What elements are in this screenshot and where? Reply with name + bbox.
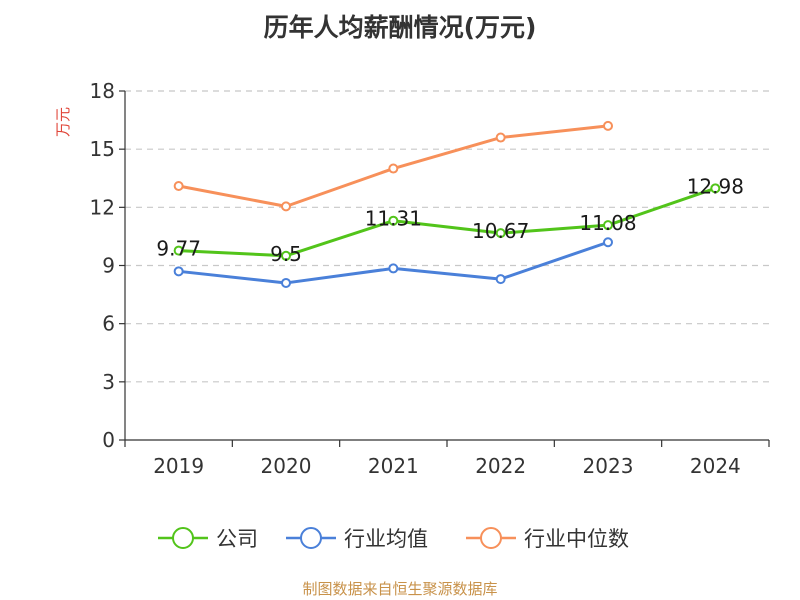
data-point — [603, 220, 613, 231]
y-tick-label: 15 — [90, 137, 115, 161]
x-tick-label: 2019 — [153, 454, 204, 478]
data-point — [281, 201, 291, 212]
data-label: 9.77 — [156, 237, 201, 261]
data-point — [173, 266, 184, 277]
series-lines — [173, 120, 721, 288]
data-point — [173, 245, 184, 256]
data-point — [495, 132, 506, 143]
series-line — [178, 240, 609, 285]
y-tick-label: 9 — [102, 254, 115, 278]
data-point — [281, 277, 291, 288]
data-point — [388, 263, 399, 274]
y-axis-title: 万元 — [54, 107, 72, 137]
x-tick-label: 2021 — [368, 454, 419, 478]
legend-item[interactable]: 行业中位数 — [466, 520, 629, 556]
data-labels: 9.77 9.5 11.31 10.67 11.08 12.98 — [156, 174, 744, 265]
legend-line-circle-icon — [466, 527, 516, 549]
legend-item[interactable]: 公司 — [158, 520, 258, 556]
data-point — [388, 215, 399, 226]
legend-line-circle-icon — [286, 527, 336, 549]
x-tick-label: 2024 — [690, 454, 741, 478]
data-label: 10.67 — [472, 219, 529, 243]
grid-lines — [125, 90, 769, 383]
data-point — [388, 163, 399, 174]
legend-line-circle-icon — [158, 527, 208, 549]
legend-marker — [300, 527, 322, 549]
x-tick-label: 2023 — [583, 454, 634, 478]
data-label: 11.08 — [579, 211, 636, 235]
x-tick-label: 2020 — [261, 454, 312, 478]
source-note: 制图数据来自恒生聚源数据库 — [302, 580, 498, 598]
legend-label: 行业中位数 — [524, 527, 629, 551]
series-line — [178, 186, 716, 258]
chart-title: 历年人均薪酬情况(万元) — [263, 13, 537, 42]
y-tick-label: 3 — [102, 370, 115, 394]
data-label: 11.31 — [365, 207, 422, 231]
y-tick-label: 12 — [90, 195, 115, 219]
data-point — [495, 228, 506, 239]
data-point — [281, 250, 291, 261]
data-point — [173, 181, 184, 192]
data-label: 9.5 — [270, 242, 302, 266]
legend-label: 行业均值 — [344, 527, 428, 551]
y-tick-label: 18 — [90, 79, 115, 103]
data-point — [710, 183, 721, 194]
legend-marker — [172, 527, 194, 549]
legend-item[interactable]: 行业均值 — [286, 520, 428, 556]
legend-marker — [480, 527, 502, 549]
axes: 0 3 6 9 12 15 18 2019 2020 2021 2022 2023 2024 — [90, 79, 770, 478]
chart-legend: 公司 行业均值 行业中位数 — [0, 520, 800, 556]
data-label: 12.98 — [687, 174, 744, 198]
data-point — [603, 120, 613, 131]
data-point — [603, 237, 613, 248]
data-point — [495, 274, 506, 285]
y-tick-label: 0 — [102, 428, 115, 452]
x-tick-label: 2022 — [475, 454, 526, 478]
legend-label: 公司 — [216, 527, 258, 551]
y-tick-label: 6 — [102, 312, 115, 336]
